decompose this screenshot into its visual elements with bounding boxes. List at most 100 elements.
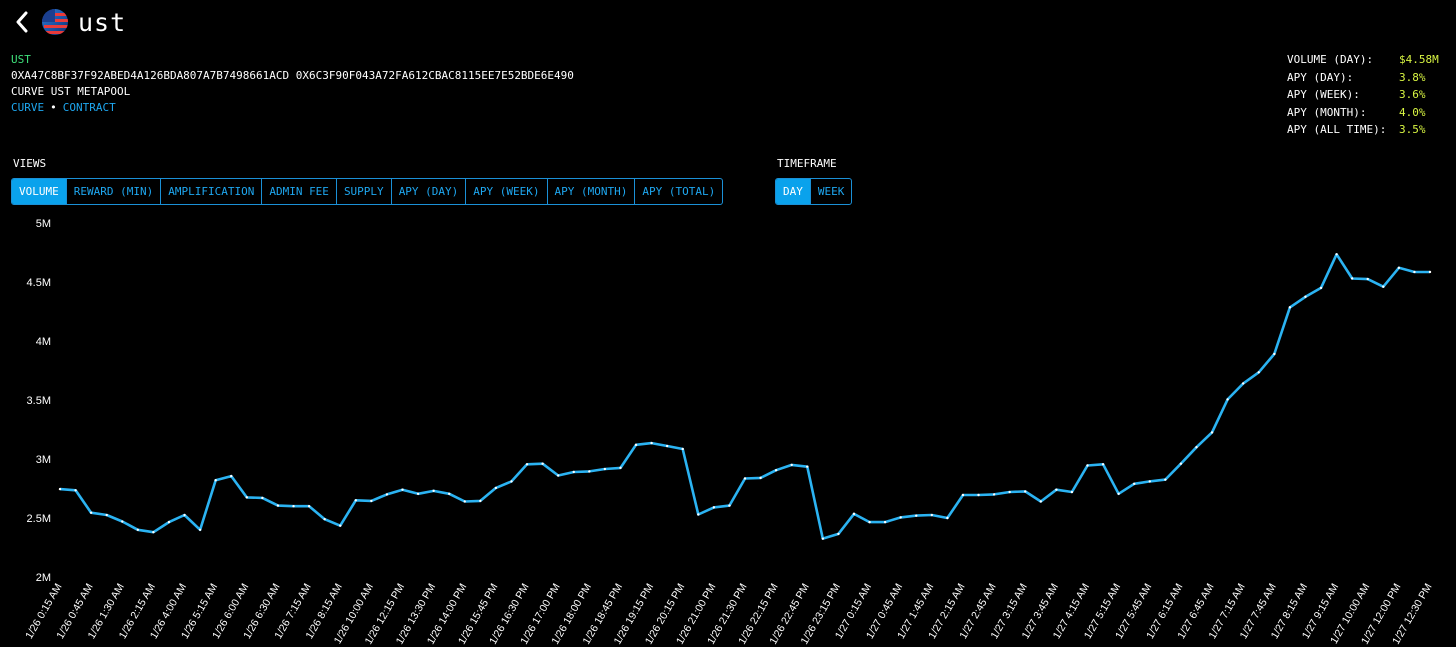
data-point[interactable]: [634, 443, 638, 447]
curve-link[interactable]: CURVE: [11, 101, 45, 114]
data-point[interactable]: [136, 528, 140, 531]
data-point[interactable]: [541, 462, 544, 465]
data-point[interactable]: [354, 499, 357, 502]
data-point[interactable]: [930, 513, 934, 517]
view-tab-apy-day[interactable]: APY (DAY): [392, 179, 467, 204]
data-point[interactable]: [650, 441, 653, 445]
data-point[interactable]: [214, 479, 217, 482]
data-point[interactable]: [899, 516, 902, 519]
data-point[interactable]: [1304, 295, 1307, 298]
data-point[interactable]: [961, 493, 965, 497]
data-point[interactable]: [790, 463, 793, 467]
view-tab-supply[interactable]: SUPPLY: [337, 179, 392, 204]
data-point[interactable]: [479, 499, 482, 503]
data-point[interactable]: [1148, 480, 1151, 483]
data-point[interactable]: [619, 466, 622, 470]
data-point[interactable]: [89, 511, 93, 514]
data-point[interactable]: [230, 474, 233, 478]
data-point[interactable]: [852, 512, 856, 516]
data-point[interactable]: [245, 496, 249, 499]
data-point[interactable]: [1273, 352, 1276, 356]
data-point[interactable]: [759, 476, 762, 480]
data-point[interactable]: [448, 492, 451, 496]
data-point[interactable]: [261, 496, 264, 500]
data-point[interactable]: [915, 514, 918, 517]
data-point[interactable]: [1397, 266, 1401, 270]
data-point[interactable]: [1086, 464, 1089, 467]
data-point[interactable]: [1428, 270, 1432, 274]
data-point[interactable]: [276, 504, 280, 507]
data-point[interactable]: [167, 520, 171, 524]
data-point[interactable]: [1241, 382, 1245, 385]
view-tab-apy-total[interactable]: APY (TOTAL): [642, 185, 716, 198]
data-point[interactable]: [323, 517, 326, 521]
timeframe-tab-week[interactable]: WEEK: [817, 185, 845, 198]
back-button[interactable]: [10, 7, 34, 37]
data-point[interactable]: [1210, 431, 1214, 434]
view-tab-apy-week[interactable]: APY (WEEK): [466, 179, 548, 204]
data-point[interactable]: [183, 513, 186, 517]
data-point[interactable]: [152, 530, 155, 534]
data-point[interactable]: [1335, 253, 1338, 256]
data-point[interactable]: [1164, 478, 1167, 481]
data-point[interactable]: [1117, 492, 1120, 496]
data-point[interactable]: [1319, 286, 1323, 290]
data-point[interactable]: [774, 469, 778, 472]
data-point[interactable]: [510, 480, 513, 483]
data-point[interactable]: [198, 528, 202, 531]
data-point[interactable]: [572, 470, 575, 474]
data-point[interactable]: [837, 532, 840, 536]
data-point[interactable]: [588, 470, 591, 473]
data-point[interactable]: [432, 489, 435, 493]
view-tab-admin-fee[interactable]: ADMIN FEE: [262, 179, 337, 204]
data-point[interactable]: [556, 474, 560, 477]
data-point[interactable]: [494, 486, 498, 490]
view-tab-volume[interactable]: VOLUME: [12, 179, 67, 204]
data-point[interactable]: [463, 500, 466, 503]
data-point[interactable]: [1257, 371, 1260, 374]
data-point[interactable]: [1288, 306, 1292, 309]
data-point[interactable]: [1366, 277, 1369, 281]
timeframe-tab-day[interactable]: DAY: [776, 179, 811, 204]
view-tab-amplification[interactable]: AMPLIFICATION: [161, 179, 263, 204]
data-point[interactable]: [1101, 463, 1105, 466]
data-point[interactable]: [1179, 462, 1183, 465]
data-point[interactable]: [743, 477, 747, 480]
contract-link[interactable]: CONTRACT: [62, 101, 116, 114]
data-point[interactable]: [1055, 488, 1058, 491]
view-tab-apy-month[interactable]: APY (MONTH): [548, 179, 636, 204]
data-point[interactable]: [121, 520, 124, 523]
data-point[interactable]: [1195, 446, 1198, 449]
data-point[interactable]: [1039, 500, 1042, 503]
data-point[interactable]: [712, 506, 716, 509]
data-point[interactable]: [339, 524, 342, 527]
data-point[interactable]: [821, 537, 825, 540]
data-point[interactable]: [806, 465, 809, 468]
data-point[interactable]: [697, 513, 700, 516]
data-point[interactable]: [370, 499, 373, 503]
data-point[interactable]: [977, 493, 980, 497]
data-point[interactable]: [416, 492, 420, 496]
data-point[interactable]: [1226, 398, 1229, 401]
data-point[interactable]: [868, 520, 871, 524]
data-point[interactable]: [992, 493, 996, 496]
data-point[interactable]: [1008, 490, 1011, 494]
data-point[interactable]: [105, 513, 108, 517]
data-point[interactable]: [292, 505, 295, 508]
data-point[interactable]: [74, 489, 77, 492]
data-point[interactable]: [1350, 277, 1354, 280]
data-point[interactable]: [1382, 285, 1385, 288]
data-point[interactable]: [728, 504, 731, 507]
data-point[interactable]: [1024, 490, 1027, 493]
data-point[interactable]: [603, 467, 607, 471]
data-point[interactable]: [401, 488, 404, 491]
data-point[interactable]: [58, 487, 62, 491]
data-point[interactable]: [665, 444, 669, 448]
data-point[interactable]: [946, 516, 949, 520]
data-point[interactable]: [883, 520, 887, 524]
data-point[interactable]: [1413, 270, 1416, 274]
data-point[interactable]: [525, 463, 529, 466]
data-point[interactable]: [1133, 482, 1136, 485]
view-tab-reward-min[interactable]: REWARD (MIN): [67, 179, 162, 204]
data-point[interactable]: [307, 505, 311, 508]
